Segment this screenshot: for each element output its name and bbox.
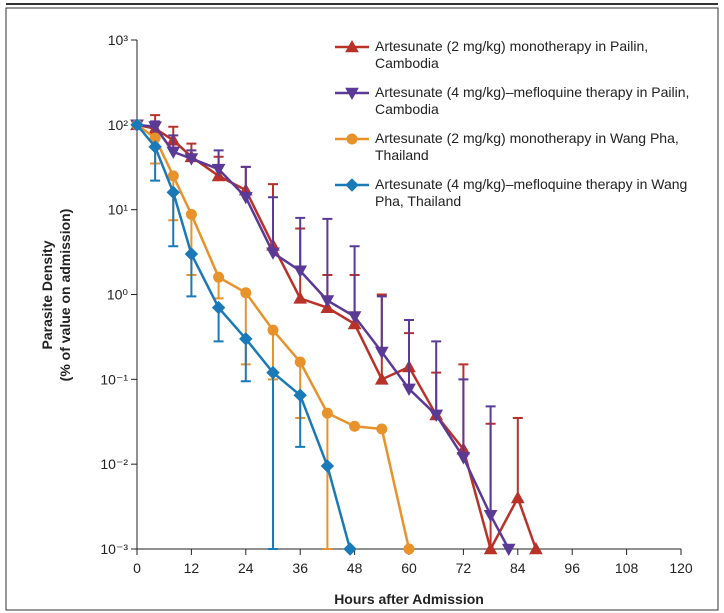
x-tick-label: 60 bbox=[401, 560, 417, 576]
point bbox=[266, 247, 280, 260]
series-line bbox=[136, 123, 510, 550]
point bbox=[211, 300, 226, 315]
point bbox=[185, 208, 197, 220]
point bbox=[374, 346, 389, 360]
y-tick-label: 10¹ bbox=[108, 202, 129, 218]
point bbox=[510, 490, 525, 504]
point bbox=[130, 118, 144, 132]
error-bar bbox=[240, 338, 251, 383]
error-bar bbox=[268, 196, 278, 253]
point bbox=[429, 409, 444, 423]
error-bar bbox=[295, 395, 306, 448]
x-tick-label: 120 bbox=[669, 560, 693, 576]
x-axis-label: Hours after Admission bbox=[334, 591, 484, 607]
error-bar bbox=[485, 405, 496, 516]
point bbox=[293, 388, 307, 402]
point bbox=[211, 163, 226, 177]
point bbox=[293, 265, 308, 278]
point bbox=[184, 247, 199, 261]
series-line bbox=[136, 124, 352, 550]
x-tick-label: 36 bbox=[292, 560, 308, 576]
point bbox=[403, 543, 415, 555]
point bbox=[529, 541, 543, 555]
x-tick-label: 12 bbox=[184, 560, 200, 576]
error-bar bbox=[186, 254, 197, 298]
legend-label: Artesunate (4 mg/kg)–mefloquine therapy … bbox=[375, 84, 690, 117]
x-tick-label: 24 bbox=[238, 560, 254, 576]
point bbox=[402, 383, 416, 396]
y-tick-label: 10⁰ bbox=[107, 287, 129, 303]
error-bar bbox=[512, 417, 523, 498]
point bbox=[238, 191, 253, 205]
x-tick-label: 48 bbox=[347, 560, 363, 576]
y-tick-label: 10³ bbox=[108, 32, 129, 48]
point bbox=[349, 420, 361, 432]
error-bar bbox=[268, 372, 278, 550]
point bbox=[166, 146, 181, 159]
legend-label: Artesunate (2 mg/kg) monotherapy in Pail… bbox=[375, 38, 649, 71]
error-bar bbox=[322, 217, 333, 301]
y-tick-label: 10⁻¹ bbox=[100, 371, 128, 387]
point bbox=[483, 509, 498, 523]
point bbox=[294, 356, 306, 368]
error-bar bbox=[295, 216, 306, 271]
legend-label: Artesunate (2 mg/kg) monotherapy in Wang… bbox=[375, 130, 679, 163]
y-tick-label: 10² bbox=[108, 117, 129, 133]
y-tick-label: 10⁻² bbox=[100, 456, 128, 472]
point bbox=[167, 170, 179, 182]
point bbox=[374, 372, 389, 385]
point bbox=[240, 287, 252, 299]
y-axis-label: (% of value on admission) bbox=[57, 209, 73, 382]
point bbox=[166, 185, 180, 200]
error-bar bbox=[376, 295, 387, 352]
legend-label: Artesunate (4 mg/kg)–mefloquine therapy … bbox=[375, 176, 688, 209]
point bbox=[343, 542, 357, 556]
point bbox=[501, 543, 516, 557]
x-tick-label: 108 bbox=[615, 560, 639, 576]
point bbox=[266, 365, 280, 380]
point bbox=[347, 311, 362, 324]
point bbox=[456, 452, 471, 465]
point bbox=[483, 541, 498, 555]
x-tick-label: 96 bbox=[564, 560, 580, 576]
x-tick-label: 0 bbox=[133, 560, 141, 576]
frame bbox=[5, 7, 719, 611]
point bbox=[320, 459, 335, 473]
x-tick-label: 84 bbox=[510, 560, 526, 576]
error-bar bbox=[349, 245, 360, 317]
point bbox=[239, 332, 253, 346]
point bbox=[148, 140, 162, 154]
point bbox=[267, 324, 279, 336]
y-axis-label: Parasite Density bbox=[39, 240, 55, 349]
error-bar bbox=[431, 340, 442, 415]
point bbox=[293, 291, 308, 304]
point bbox=[184, 153, 199, 166]
x-tick-label: 72 bbox=[456, 560, 472, 576]
point bbox=[148, 121, 162, 134]
point bbox=[213, 271, 225, 283]
error-bar bbox=[458, 378, 469, 458]
error-bar bbox=[322, 413, 333, 550]
point bbox=[320, 295, 335, 308]
error-bar bbox=[168, 192, 179, 248]
y-tick-label: 10⁻³ bbox=[100, 541, 128, 557]
point bbox=[376, 423, 388, 435]
error-bar bbox=[404, 319, 414, 389]
point bbox=[321, 407, 333, 419]
